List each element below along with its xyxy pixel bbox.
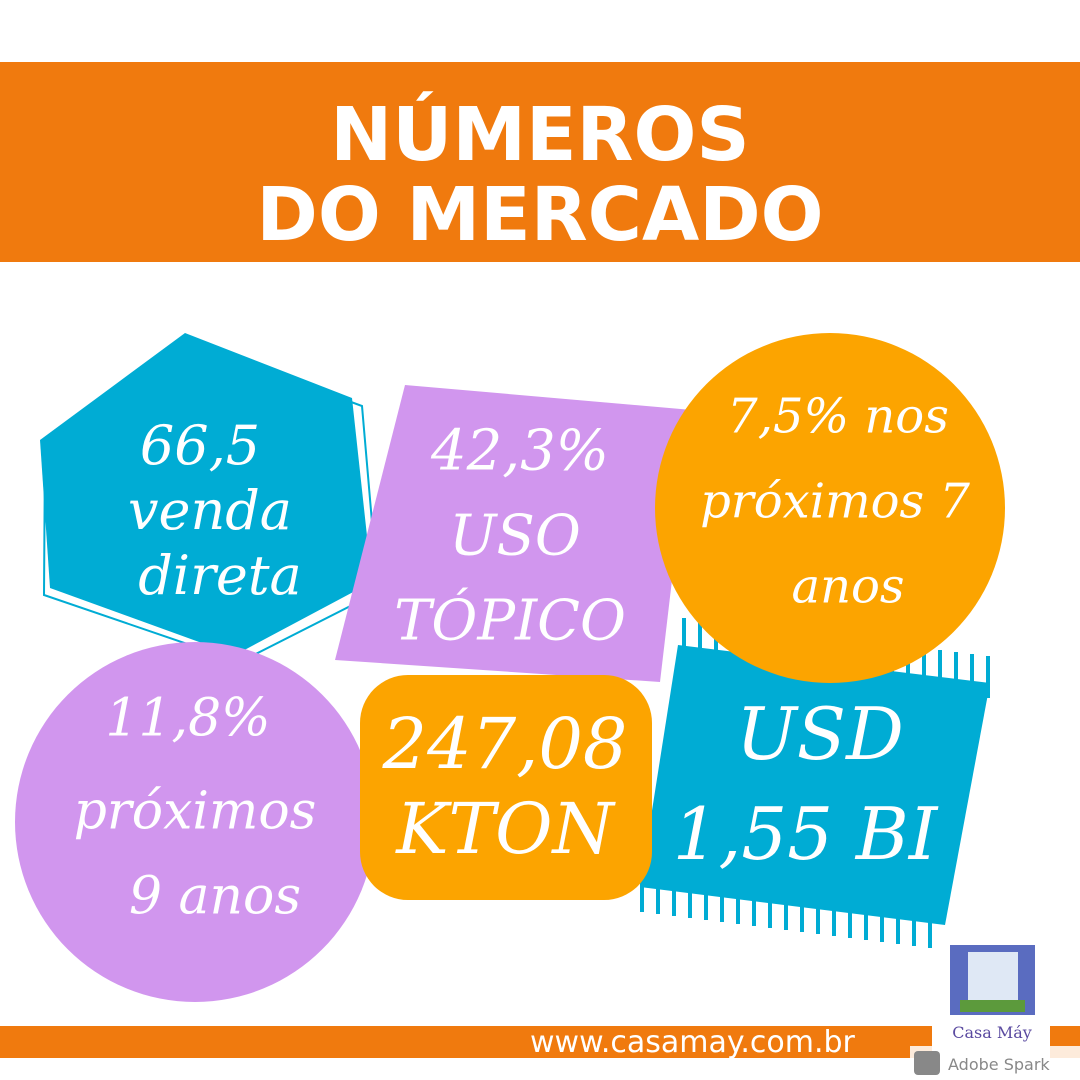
shape-text: KTON [394, 788, 616, 870]
shape-text: direta [138, 544, 302, 607]
logo-text: Casa Máy [952, 1023, 1032, 1042]
shape-text: 42,3% [430, 419, 609, 484]
shape-text: 7,5% nos [727, 389, 949, 445]
watermark-icon [914, 1051, 940, 1075]
shape-text: 247,08 [382, 703, 628, 785]
shape-text: 11,8% [105, 689, 270, 749]
shape-text: 1,55 BI [673, 792, 939, 876]
shape-text: anos [791, 559, 904, 615]
hexagon [40, 333, 372, 655]
shape-text: USO [449, 504, 580, 569]
square [335, 385, 692, 682]
logo-plants [960, 1000, 1025, 1012]
shape-text: 66,5 [140, 414, 260, 477]
footer-band [0, 1026, 1080, 1058]
shape-text: próximos 7 [700, 474, 970, 530]
shape-text: USD [736, 692, 904, 776]
header-band [0, 62, 1080, 262]
title-line: NÚMEROS [330, 90, 749, 178]
rounded-box [360, 675, 652, 900]
watermark: Adobe Spark [948, 1055, 1050, 1074]
footer-url[interactable]: www.casamay.com.br [530, 1025, 856, 1060]
rug [640, 645, 990, 925]
shape-text: 9 anos [129, 867, 301, 927]
title-line: DO MERCADO [256, 172, 823, 258]
shape-text: TÓPICO [394, 587, 626, 654]
circle [655, 333, 1005, 683]
circle [15, 642, 375, 1002]
shape-text: próximos [74, 782, 317, 842]
shape-text: venda [128, 479, 292, 542]
